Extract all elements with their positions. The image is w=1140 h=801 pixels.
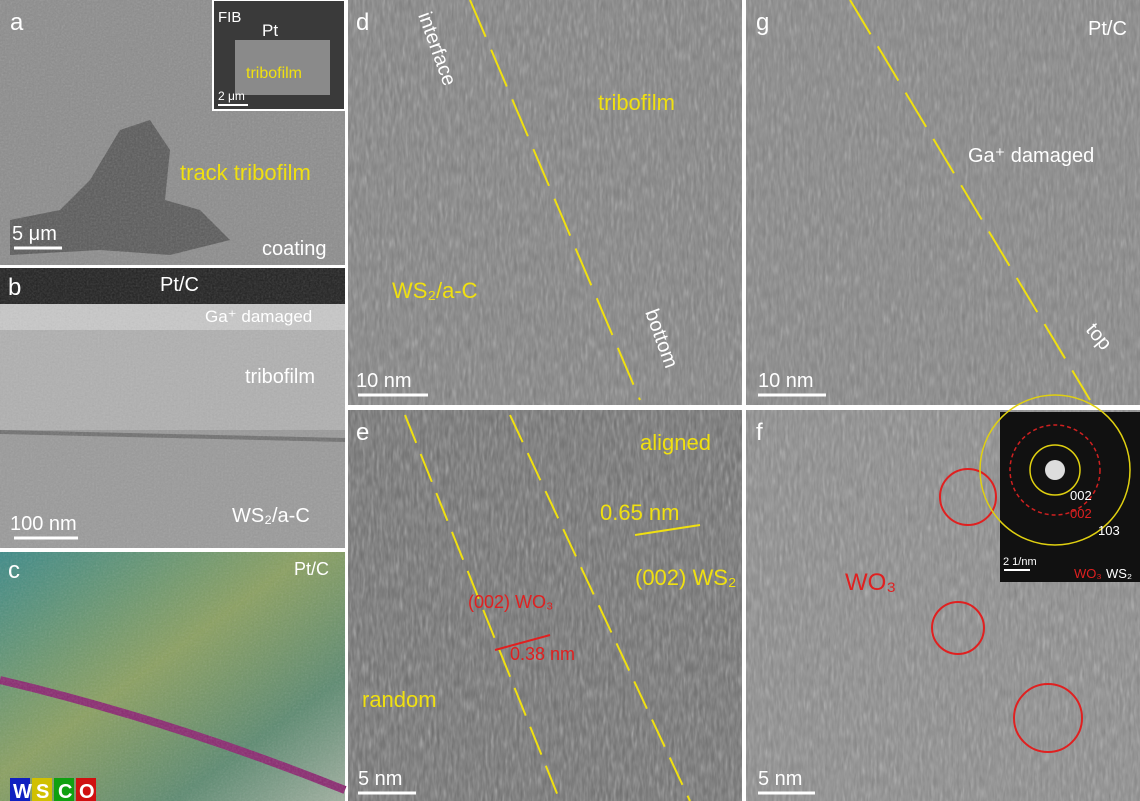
label: tribofilm [246,65,302,82]
label: 0.65 nm [600,500,680,525]
label: tribofilm [245,366,315,388]
element-label: C [58,781,72,801]
panel-letter: d [356,9,369,36]
texture [746,0,1140,405]
panel-letter: a [10,9,24,36]
panel-c: c Pt/C W S C O [0,552,345,801]
panel-letter: g [756,9,769,36]
label: random [362,687,437,712]
scale-bar-label: 5 nm [758,768,802,790]
scale-bar-label: 10 nm [356,370,412,392]
label: (002) WO₃ [468,592,553,612]
label: 103 [1098,523,1120,538]
label: WO₃ [1074,566,1102,581]
scale-bar-label: 5 nm [358,768,402,790]
central-beam [1045,460,1065,480]
panel-letter: c [8,557,20,584]
label: 0.38 nm [510,644,575,664]
label: WO₃ [845,569,896,596]
label: track tribofilm [180,160,311,185]
element-label: O [79,781,95,801]
label: (002) WS₂ [635,565,736,590]
texture [0,552,345,801]
label: coating [262,238,327,260]
figure: a track tribofilm coating 5 μm FIB Pt tr… [0,0,1140,801]
panel-letter: b [8,274,21,301]
panel-f: f WO₃ 5 nm 002 002 103 WO₃ WS₂ 2 1/nm [746,395,1140,801]
scale-bar-label: 5 μm [12,223,57,245]
label: Ga⁺ damaged [968,145,1094,167]
panel-letter: f [756,419,763,446]
label: Ga⁺ damaged [205,307,312,326]
scale-bar-label: 2 1/nm [1003,556,1037,568]
label: 002 [1070,488,1092,503]
label: FIB [218,9,241,26]
inset: FIB Pt tribofilm 2 μm [213,0,345,110]
scale-bar-label: 100 nm [10,513,77,535]
label: Pt [262,21,278,40]
element-label: S [36,781,49,801]
panel-d: d interface tribofilm WS₂/a-C bottom 10 … [348,0,742,405]
panel-letter: e [356,419,369,446]
label: Pt/C [1088,18,1127,40]
panel-g: g Pt/C Ga⁺ damaged top 10 nm [746,0,1140,405]
scale-bar-label: 10 nm [758,370,814,392]
label: tribofilm [598,90,675,115]
panel-a: a track tribofilm coating 5 μm FIB Pt tr… [0,0,345,265]
label: Pt/C [160,274,199,296]
label: WS₂/a-C [392,278,478,303]
label: WS₂ [1106,566,1132,581]
label: Pt/C [294,559,329,579]
inset: 002 002 103 WO₃ WS₂ 2 1/nm [980,395,1140,582]
label: WS₂/a-C [232,505,310,527]
panel-e: e aligned 0.65 nm (002) WO₃ 0.38 nm (002… [348,410,742,801]
texture [348,0,742,405]
panel-b: b Pt/C Ga⁺ damaged tribofilm WS₂/a-C 100… [0,268,345,548]
scale-bar-label: 2 μm [218,89,245,103]
element-label: W [13,781,32,801]
label: 002 [1070,506,1092,521]
label: aligned [640,430,711,455]
